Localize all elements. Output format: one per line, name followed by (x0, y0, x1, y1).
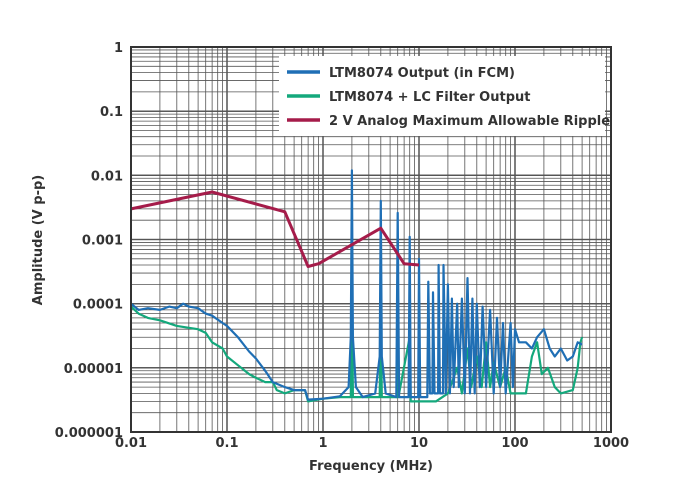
series-line-2 (130, 190, 420, 268)
legend-label: LTM8074 Output (in FCM) (329, 66, 515, 81)
y-tick-label: 0.000001 (55, 426, 123, 441)
x-tick-label: 1000 (593, 436, 629, 451)
x-tick-label: 100 (501, 436, 528, 451)
series-group (130, 169, 584, 403)
y-tick-label: 0.01 (91, 169, 123, 184)
x-tick-label: 1 (318, 436, 327, 451)
y-tick-label: 0.0001 (73, 298, 123, 313)
x-axis-label: Frequency (MHz) (309, 459, 433, 474)
y-tick-label: 1 (114, 41, 123, 56)
x-tick-label: 0.01 (115, 436, 147, 451)
plot-frame (130, 46, 612, 433)
y-tick-label: 0.001 (82, 234, 123, 249)
x-tick-label: 0.1 (215, 436, 238, 451)
x-tick-label: 10 (410, 436, 428, 451)
legend-box (279, 56, 605, 136)
y-tick-label: 0.1 (100, 105, 123, 120)
y-tick-label: 0.00001 (64, 362, 123, 377)
legend: LTM8074 Output (in FCM) LTM8074 + LC Filt… (279, 56, 610, 136)
legend-label: LTM8074 + LC Filter Output (329, 90, 530, 105)
tick-labels: 0.01 0.1 1 10 100 1000 1 0.1 0.01 0.001 0.0001 0.00… (55, 41, 629, 451)
legend-label: 2 V Analog Maximum Allowable Ripple (329, 114, 610, 129)
series-line-0 (130, 169, 583, 401)
y-axis-label: Amplitude (V p-p) (31, 175, 46, 305)
